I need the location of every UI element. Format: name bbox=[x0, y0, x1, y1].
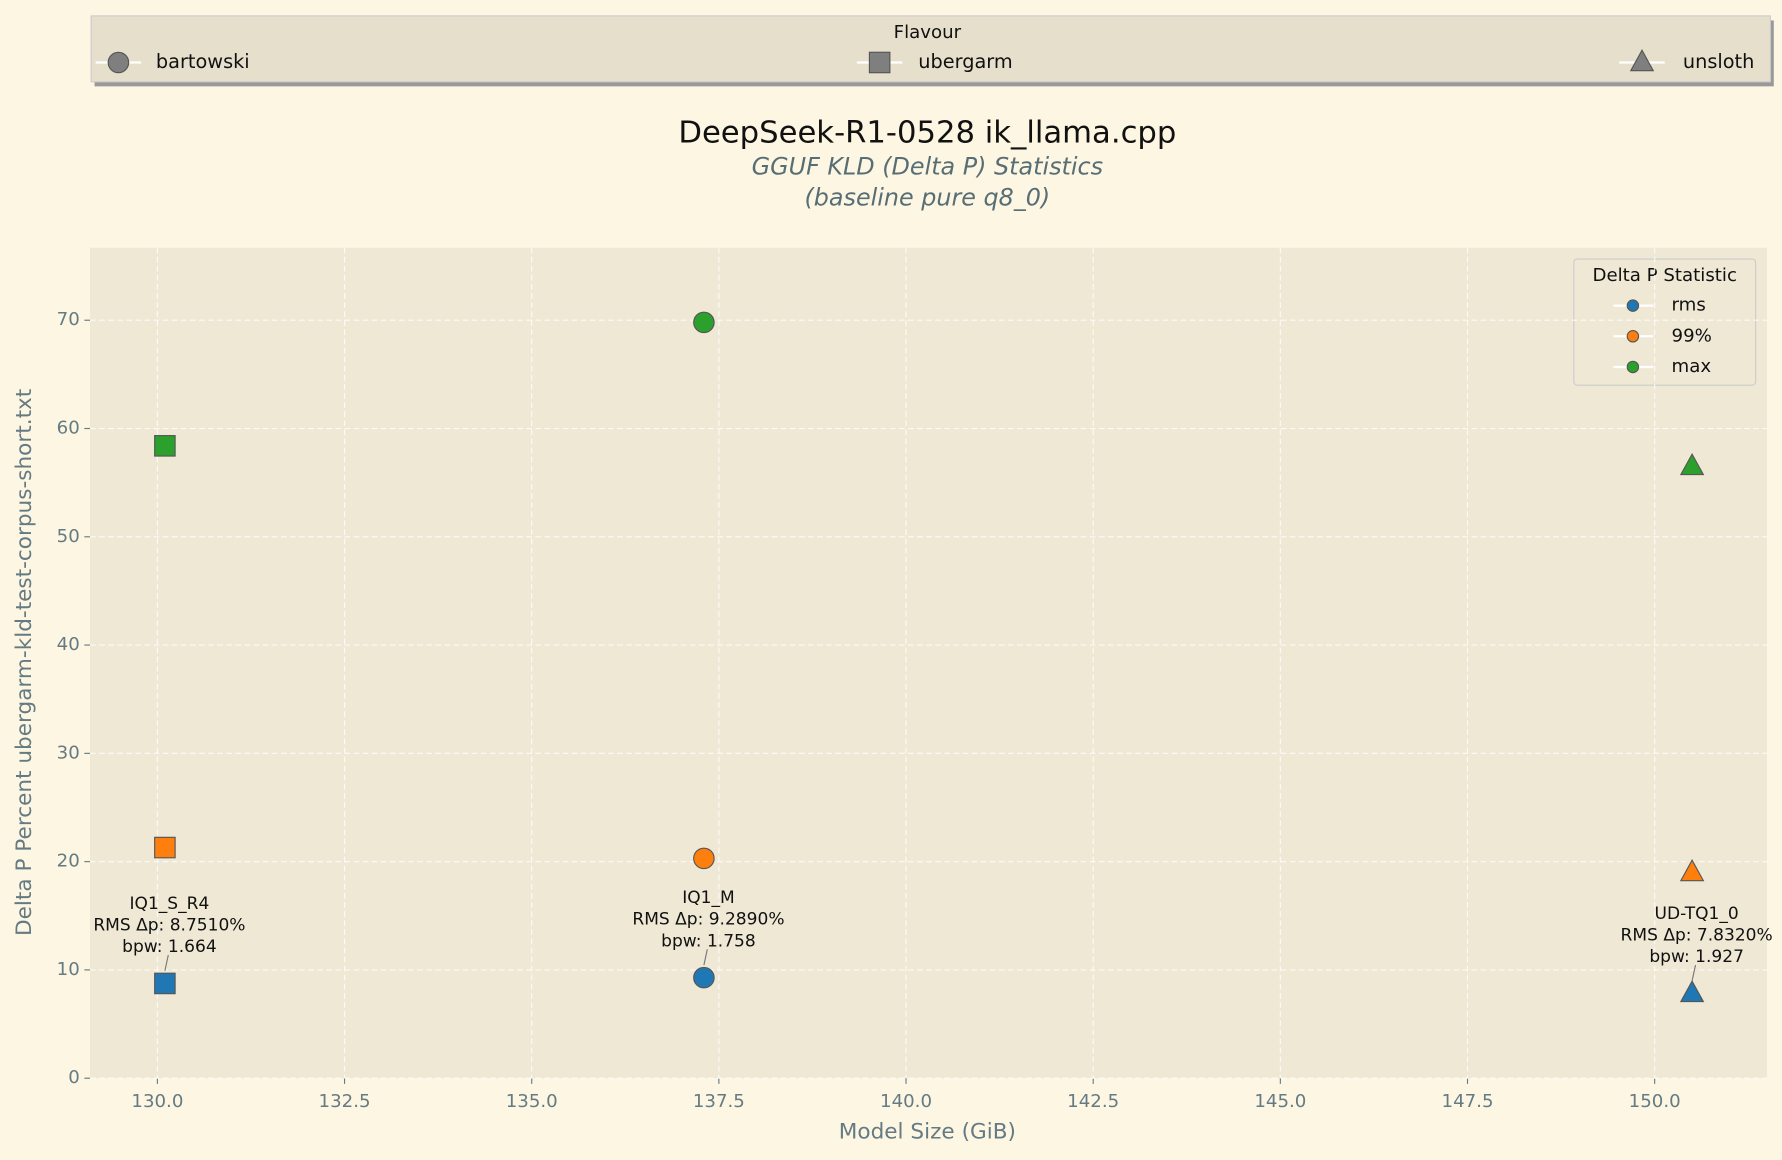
y-tick-label: 0 bbox=[68, 1067, 80, 1088]
data-point bbox=[693, 847, 715, 870]
x-axis-label: Model Size (GiB) bbox=[839, 1120, 1016, 1145]
legend-marker bbox=[107, 51, 130, 74]
legend-marker bbox=[1626, 299, 1640, 312]
x-tick-label: 130.0 bbox=[131, 1091, 183, 1112]
data-point bbox=[154, 836, 176, 859]
data-point bbox=[1679, 979, 1705, 1003]
chart-title: DeepSeek-R1-0528 ik_llama.cpp bbox=[678, 116, 1176, 151]
subtitle: (baseline pure q8_0) bbox=[804, 183, 1050, 211]
y-tick-label: 30 bbox=[57, 742, 80, 763]
legend-label: 99% bbox=[1672, 325, 1712, 346]
annotation: bpw: 1.664 bbox=[122, 937, 217, 957]
annotation: RMS Δp: 8.7510% bbox=[93, 915, 245, 935]
data-point bbox=[1679, 859, 1705, 882]
data-point bbox=[154, 972, 176, 995]
legend-label: max bbox=[1672, 356, 1712, 377]
data-point bbox=[154, 435, 176, 457]
legend-label: unsloth bbox=[1683, 50, 1754, 73]
annotation: IQ1_M bbox=[682, 888, 734, 908]
annotation: bpw: 1.758 bbox=[661, 931, 756, 951]
x-tick-label: 145.0 bbox=[1254, 1091, 1306, 1112]
y-tick-label: 60 bbox=[57, 418, 80, 439]
legend-label: ubergarm bbox=[918, 50, 1012, 73]
x-tick-label: 135.0 bbox=[506, 1091, 558, 1112]
statistic-legend bbox=[1573, 258, 1757, 386]
flavour-legend-title: Flavour bbox=[894, 22, 962, 43]
annotation: RMS Δp: 7.8320% bbox=[1621, 925, 1773, 945]
legend-marker bbox=[1626, 330, 1640, 343]
y-tick-label: 50 bbox=[57, 526, 80, 547]
data-point bbox=[693, 311, 715, 334]
x-tick-label: 137.5 bbox=[693, 1091, 745, 1112]
annotation: UD-TQ1_0 bbox=[1655, 904, 1739, 924]
annotation: bpw: 1.927 bbox=[1649, 947, 1744, 967]
annotation-connector bbox=[703, 949, 708, 966]
subtitle: GGUF KLD (Delta P) Statistics bbox=[752, 153, 1103, 181]
y-tick-label: 20 bbox=[57, 851, 80, 872]
y-tick-label: 10 bbox=[57, 959, 80, 980]
x-tick-label: 150.0 bbox=[1629, 1091, 1681, 1112]
y-axis-label: Delta P Percent ubergarm-kld-test-corpus… bbox=[12, 389, 37, 936]
legend-marker bbox=[1626, 360, 1640, 374]
legend-marker bbox=[868, 51, 891, 74]
legend-label: rms bbox=[1672, 295, 1706, 316]
x-tick-label: 132.5 bbox=[319, 1091, 371, 1112]
legend-marker bbox=[1629, 49, 1655, 72]
data-point bbox=[1679, 452, 1705, 476]
statistic-legend-title: Delta P Statistic bbox=[1592, 265, 1736, 286]
flavour-legend bbox=[90, 15, 1771, 83]
annotation: IQ1_S_R4 bbox=[130, 894, 210, 914]
x-tick-label: 142.5 bbox=[1067, 1091, 1119, 1112]
x-tick-label: 140.0 bbox=[880, 1091, 932, 1112]
annotation-connector bbox=[1691, 964, 1697, 982]
y-tick-label: 40 bbox=[57, 634, 80, 655]
y-tick-label: 70 bbox=[57, 309, 80, 330]
plot-area bbox=[90, 247, 1767, 1079]
annotation: RMS Δp: 9.2890% bbox=[632, 910, 784, 930]
legend-label: bartowski bbox=[156, 50, 250, 73]
x-tick-label: 147.5 bbox=[1442, 1091, 1494, 1112]
annotation-connector bbox=[164, 954, 169, 972]
data-point bbox=[693, 966, 715, 989]
